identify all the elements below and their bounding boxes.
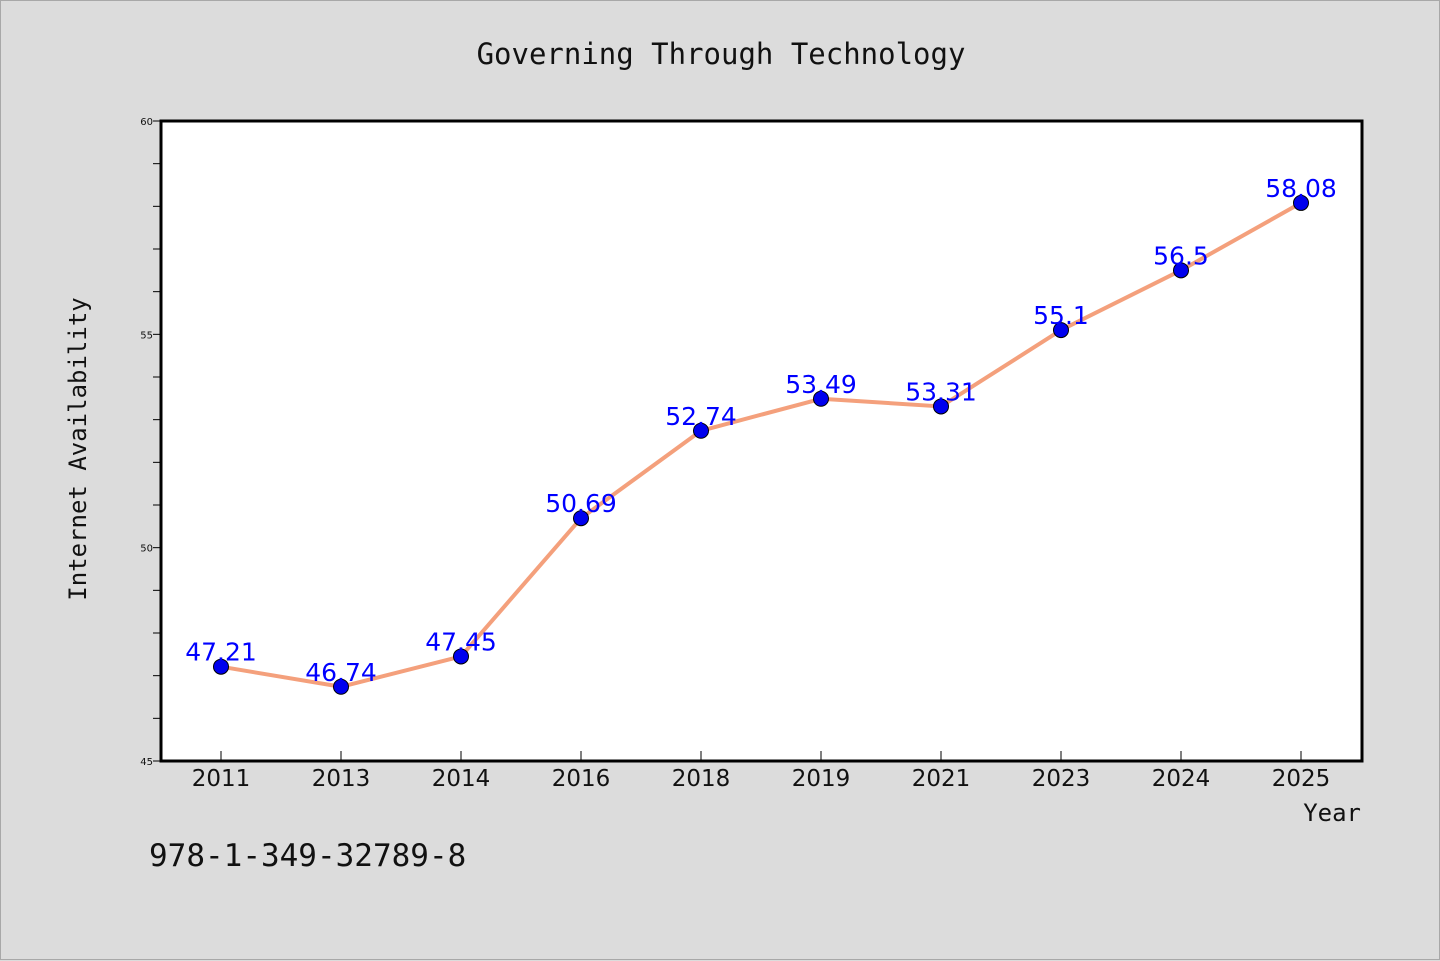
- data-point-marker: [933, 398, 949, 415]
- x-tick-label: 2013: [312, 766, 371, 792]
- data-label: 52.74: [665, 402, 737, 431]
- x-tick-label: 2016: [552, 766, 611, 792]
- x-tick-label: 2024: [1152, 766, 1211, 792]
- data-point-marker: [813, 390, 829, 407]
- x-axis: 2011 2013 2014 2016 2018 2019 2021 2023 2024 2025: [192, 751, 1331, 792]
- data-point-marker: [1173, 262, 1189, 279]
- x-axis-label: Year: [1303, 799, 1361, 827]
- x-tick-label: 2011: [192, 766, 251, 792]
- data-label: 58.08: [1265, 174, 1337, 203]
- isbn-annotation: 978-1-349-32789-8: [149, 838, 466, 874]
- x-tick-label: 2021: [912, 766, 971, 792]
- plot-area: [159, 119, 1364, 763]
- data-label: 46.74: [305, 658, 377, 687]
- data-point-marker: [333, 678, 349, 695]
- series-group: 47.21 46.74 47.45 50.69 52.74 53.49 53.31 55.1 5…: [185, 174, 1337, 695]
- y-tick-label: 45: [140, 757, 153, 768]
- x-tick-label: 2023: [1032, 766, 1091, 792]
- data-point-marker: [573, 510, 589, 527]
- data-point-marker: [453, 648, 469, 665]
- y-tick-label: 55: [140, 330, 153, 341]
- data-label: 47.45: [425, 627, 497, 656]
- data-label: 56.5: [1153, 241, 1209, 270]
- y-tick-label: 50: [140, 544, 153, 555]
- data-point-marker: [1293, 194, 1309, 211]
- y-tick-label: 60: [140, 117, 153, 128]
- data-label: 53.49: [785, 370, 857, 399]
- data-label: 47.21: [185, 638, 257, 667]
- y-axis: 45 50 55 60: [140, 117, 161, 768]
- series-line: [219, 200, 1303, 689]
- y-axis-label: Internet Availability: [64, 297, 92, 600]
- x-tick-label: 2025: [1272, 766, 1331, 792]
- chart-title: Governing Through Technology: [477, 37, 966, 71]
- data-point-marker: [213, 658, 229, 675]
- data-point-marker: [1053, 322, 1069, 339]
- data-label: 53.31: [905, 377, 977, 406]
- data-label: 50.69: [545, 489, 617, 518]
- x-tick-label: 2018: [672, 766, 731, 792]
- data-label: 55.1: [1033, 301, 1089, 330]
- x-tick-label: 2014: [432, 766, 491, 792]
- data-point-marker: [693, 422, 709, 439]
- x-tick-label: 2019: [792, 766, 851, 792]
